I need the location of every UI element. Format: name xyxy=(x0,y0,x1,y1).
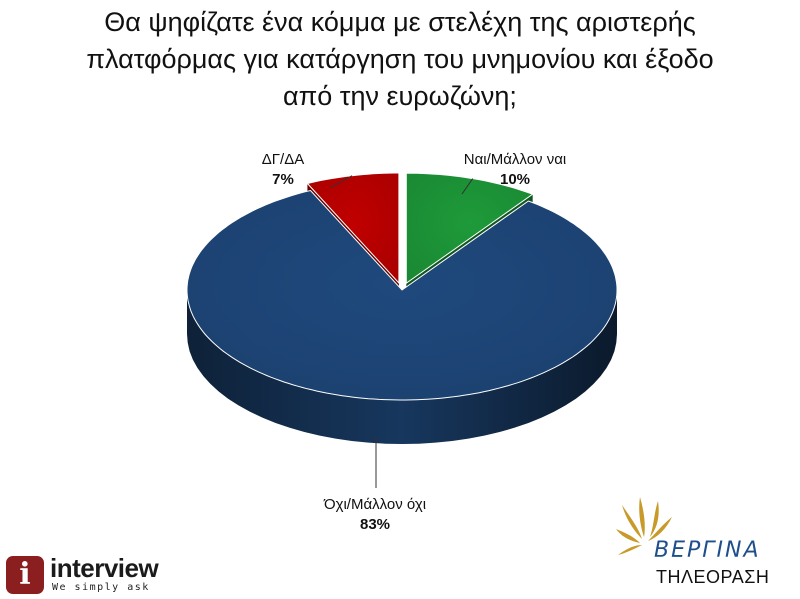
pie-slice-1 xyxy=(186,189,618,401)
label-yes-name: Ναι/Μάλλον ναι xyxy=(463,151,567,168)
label-no-value: 83% xyxy=(359,516,391,533)
vergina-brand: ΒΕΡΓΙΝΑ xyxy=(654,538,761,563)
label-slice-yes: Ναι/Μάλλον ναι 10% xyxy=(440,150,590,190)
interview-logo: i interview We simply ask xyxy=(6,553,196,598)
interview-tagline: We simply ask xyxy=(52,582,150,593)
chart-title: Θα ψηφίζατε ένα κόμμα με στελέχη της αρι… xyxy=(30,4,770,115)
label-slice-no: Όχι/Μάλλον όχι 83% xyxy=(300,495,450,535)
label-dk-name: ΔΓ/ΔΑ xyxy=(261,151,305,168)
label-dk-value: 7% xyxy=(272,171,294,188)
leader-line-0 xyxy=(461,178,474,195)
label-no-name: Όχι/Μάλλον όχι xyxy=(323,496,427,513)
label-slice-dk: ΔΓ/ΔΑ 7% xyxy=(248,150,318,190)
title-line-3: από την ευρωζώνη; xyxy=(283,81,517,111)
interview-badge: i xyxy=(6,556,44,594)
title-line-1: Θα ψηφίζατε ένα κόμμα με στελέχη της αρι… xyxy=(104,7,696,37)
vergina-subtitle: ΤΗΛΕΟΡΑΣΗ xyxy=(656,567,770,587)
pie-wall-1 xyxy=(187,290,617,444)
interview-wordmark: interview xyxy=(50,553,159,583)
leader-line-1 xyxy=(329,175,353,189)
vergina-logo: ΒΕΡΓΙΝΑ ΤΗΛΕΟΡΑΣΗ xyxy=(606,495,796,599)
vergina-sun-icon xyxy=(616,497,672,555)
title-line-2: πλατφόρμας για κατάργηση του μνημονίου κ… xyxy=(86,44,714,74)
label-yes-value: 10% xyxy=(499,171,531,188)
